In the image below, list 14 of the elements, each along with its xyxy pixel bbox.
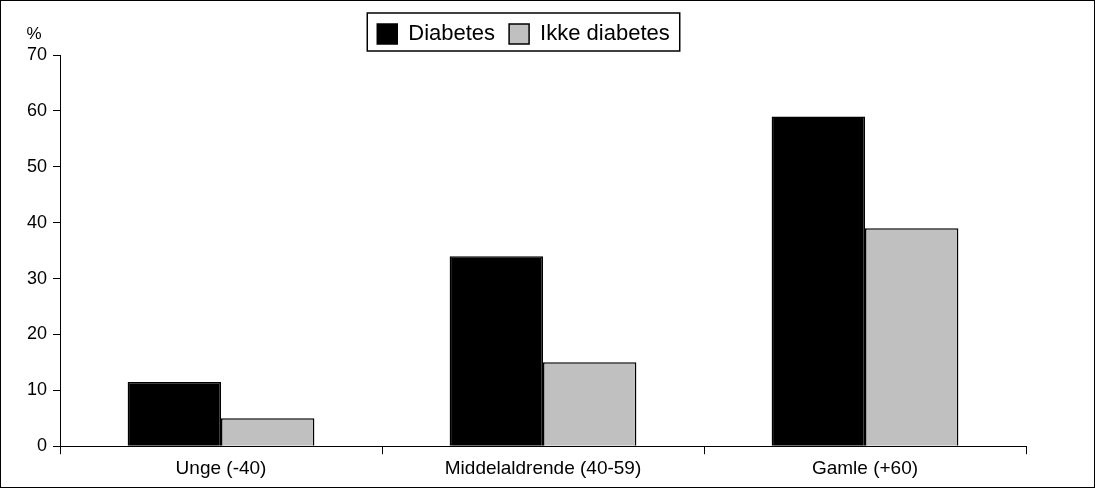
y-axis-title: % — [26, 24, 42, 44]
y-tick-label: 50 — [26, 155, 48, 176]
y-tick-label: 30 — [26, 267, 48, 288]
legend-label: Ikke diabetes — [540, 20, 670, 46]
x-tick-label: Gamle (+60) — [811, 456, 919, 478]
x-tick-label: Middelaldrende (40-59) — [444, 456, 642, 478]
y-tick-label: 40 — [26, 211, 48, 232]
y-tick-label: 10 — [26, 379, 48, 400]
y-tick-label: 60 — [26, 99, 48, 120]
legend-label: Diabetes — [408, 20, 496, 46]
y-tick-label: 20 — [26, 323, 48, 344]
y-tick-label: 0 — [37, 435, 48, 456]
y-tick-label: 70 — [26, 43, 48, 64]
x-tick-label: Unge (-40) — [175, 456, 267, 478]
